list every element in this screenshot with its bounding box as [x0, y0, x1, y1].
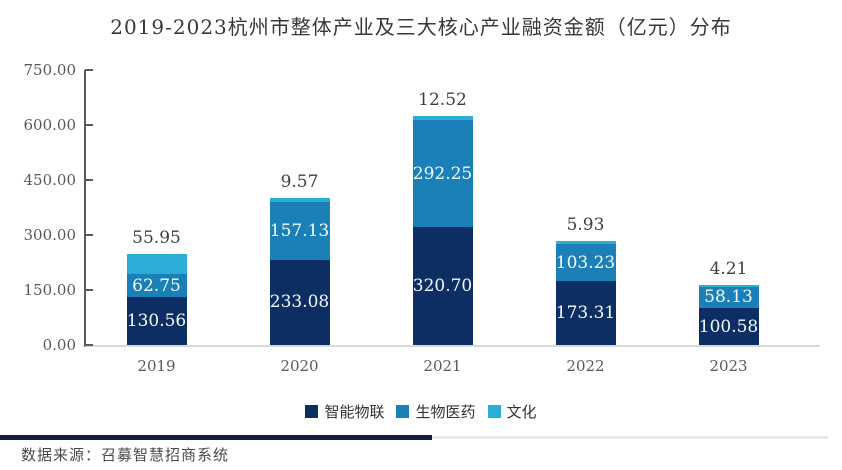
- x-tick-label: 2019: [137, 357, 176, 375]
- y-tick-label: 150.00: [23, 281, 77, 299]
- y-tick-label: 300.00: [23, 226, 77, 244]
- bar-top-label: 4.21: [709, 259, 748, 280]
- bar-value-label: 58.13: [704, 287, 753, 308]
- bar-value-label: 130.56: [126, 311, 187, 332]
- legend-color-chip: [396, 405, 410, 418]
- y-tick-mark: [85, 289, 93, 291]
- y-tick-mark: [85, 69, 93, 71]
- bar-segment-文化: [126, 253, 187, 275]
- y-tick-mark: [85, 344, 93, 346]
- legend-color-chip: [305, 405, 319, 418]
- bar-value-label: 173.31: [555, 303, 616, 324]
- y-tick-label: 750.00: [23, 61, 77, 79]
- bar-top-label: 12.52: [418, 89, 467, 110]
- bar-segment-智能物联: [555, 281, 616, 345]
- y-tick-mark: [85, 234, 93, 236]
- y-tick-mark: [85, 179, 93, 181]
- bar-segment-文化: [698, 285, 759, 287]
- y-tick-label: 450.00: [23, 171, 77, 189]
- bar-segment-智能物联: [126, 297, 187, 345]
- bar-segment-文化: [269, 198, 330, 202]
- bar-segment-智能物联: [269, 259, 330, 345]
- bar-segment-智能物联: [698, 308, 759, 345]
- y-tick-label: 600.00: [23, 116, 77, 134]
- bar-segment-文化: [412, 115, 473, 121]
- bar-top-label: 5.93: [566, 215, 605, 236]
- bar-segment-生物医药: [555, 243, 616, 282]
- x-tick-label: 2022: [566, 357, 605, 375]
- x-tick-label: 2023: [709, 357, 748, 375]
- legend-label: 文化: [506, 403, 537, 421]
- bar-value-label: 233.08: [269, 292, 330, 313]
- data-source-text: 数据来源：召募智慧招商系统: [21, 446, 230, 464]
- legend-color-chip: [487, 405, 501, 418]
- footer-divider-light: [432, 436, 828, 439]
- x-axis-baseline: [85, 345, 820, 347]
- y-tick-label: 0.00: [42, 336, 76, 354]
- bar-value-label: 62.75: [132, 275, 181, 296]
- bar-segment-生物医药: [126, 274, 187, 298]
- bar-value-label: 320.70: [412, 276, 473, 297]
- legend-item: 生物医药: [396, 401, 476, 422]
- legend-label: 生物医药: [415, 403, 476, 421]
- bar-value-label: 292.25: [412, 163, 473, 184]
- bar-value-label: 100.58: [698, 316, 759, 337]
- legend-item: 文化: [487, 401, 537, 422]
- bar-segment-生物医药: [269, 201, 330, 260]
- bar-segment-智能物联: [412, 227, 473, 345]
- y-axis-line: [84, 70, 86, 347]
- bar-value-label: 103.23: [555, 252, 616, 273]
- x-tick-label: 2020: [280, 357, 319, 375]
- bar-segment-生物医药: [698, 286, 759, 309]
- x-tick-label: 2021: [423, 357, 462, 375]
- bar-segment-生物医药: [412, 120, 473, 228]
- legend-item: 智能物联: [305, 401, 384, 422]
- bar-top-label: 9.57: [280, 172, 319, 193]
- chart-title: 2019-2023杭州市整体产业及三大核心产业融资金额（亿元）分布: [110, 15, 732, 39]
- footer-divider-dark: [0, 435, 432, 440]
- legend-label: 智能物联: [324, 403, 385, 421]
- bar-value-label: 157.13: [269, 220, 330, 241]
- y-tick-mark: [85, 124, 93, 126]
- chart-legend: 智能物联 生物医药 文化: [0, 401, 842, 422]
- bar-segment-文化: [555, 241, 616, 244]
- bar-top-label: 55.95: [132, 227, 181, 248]
